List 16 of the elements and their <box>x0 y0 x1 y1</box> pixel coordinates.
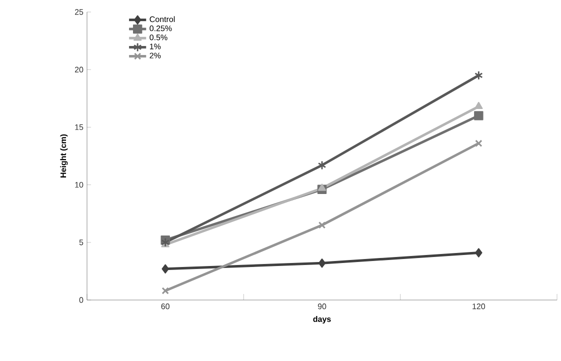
legend-label: Control <box>150 16 175 22</box>
legend-label: 0.25% <box>150 25 172 32</box>
x-tick-label: 60 <box>161 304 170 310</box>
y-tick-label: 0 <box>79 297 84 303</box>
legend-label: 1% <box>150 44 161 50</box>
y-tick-label: 5 <box>79 240 84 246</box>
legend-label: 0.5% <box>150 34 168 40</box>
y-axis-title: Height (cm) <box>60 134 68 178</box>
y-tick-label: 25 <box>74 9 84 15</box>
y-tick-label: 20 <box>74 66 84 72</box>
x-tick-label: 120 <box>472 304 486 310</box>
y-tick-label: 10 <box>75 182 84 188</box>
x-tick-label: 90 <box>318 304 326 310</box>
legend-label: 2% <box>150 52 161 58</box>
x-axis-title: days <box>313 316 331 324</box>
y-tick-label: 15 <box>75 124 84 130</box>
